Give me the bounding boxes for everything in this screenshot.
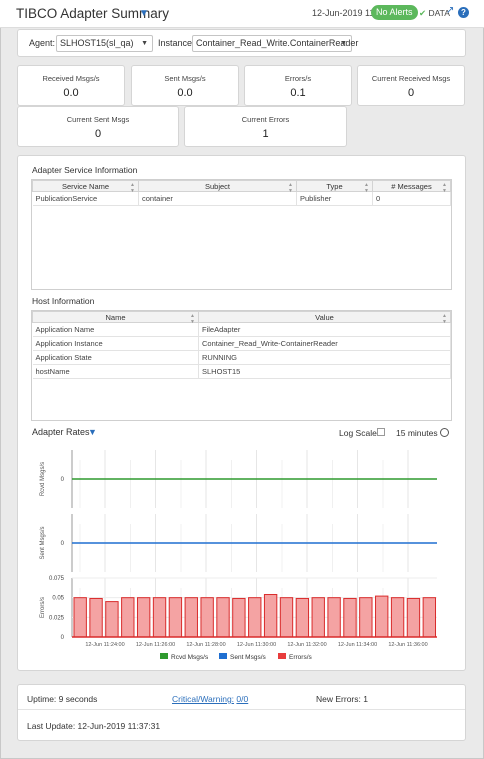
table-cell: SLHOST15 bbox=[198, 364, 451, 379]
instance-select-value: Container_Read_Write.ContainerReader bbox=[196, 38, 359, 48]
service-info-title: Adapter Service Information bbox=[32, 165, 138, 175]
sort-icon: ▲ ▼ bbox=[442, 313, 447, 325]
critical-warning[interactable]: Critical/Warning: 0/0 bbox=[172, 694, 248, 704]
kpi-current-sent[interactable]: Current Sent Msgs 0 bbox=[17, 106, 179, 147]
instance-select[interactable]: Container_Read_Write.ContainerReader ▼ bbox=[192, 35, 358, 52]
data-status: ✔ DATA bbox=[419, 8, 450, 19]
column-header[interactable]: Type ▲ ▼ bbox=[296, 180, 373, 194]
kpi-value: 0 bbox=[94, 128, 102, 140]
external-link-icon[interactable]: ↗ bbox=[446, 5, 455, 16]
dropdown-arrow-icon: ▼ bbox=[340, 40, 347, 47]
page-title: TIBCO Adapter Summary bbox=[16, 6, 170, 21]
table-cell: Application Name bbox=[32, 322, 199, 337]
time-range[interactable]: 15 minutes bbox=[396, 428, 438, 438]
column-header[interactable]: Subject ▲ ▼ bbox=[138, 180, 297, 194]
kpi-value: 0.0 bbox=[63, 87, 79, 99]
agent-select-value: SLHOST15(sl_qa) bbox=[60, 38, 134, 48]
filter-bar: Agent: SLHOST15(sl_qa) ▼ Instance: Conta… bbox=[17, 29, 466, 57]
last-update: Last Update: 12-Jun-2019 11:37:31 bbox=[27, 721, 161, 731]
footer-divider bbox=[18, 709, 465, 710]
table-cell: RUNNING bbox=[198, 350, 451, 365]
sort-icon: ▲ ▼ bbox=[364, 182, 369, 194]
column-header[interactable]: # Messages ▲ ▼ bbox=[372, 180, 451, 194]
kpi-label: Current Errors bbox=[241, 115, 290, 124]
table-row[interactable]: PublicationService container Publisher 0 bbox=[32, 191, 451, 206]
table-row[interactable]: hostName SLHOST15 bbox=[32, 364, 451, 379]
new-errors: New Errors: 1 bbox=[316, 694, 368, 704]
kpi-label: Received Msgs/s bbox=[42, 74, 100, 83]
page-header: TIBCO Adapter Summary ▼ 12-Jun-2019 11:3… bbox=[0, 0, 484, 28]
table-cell: Application State bbox=[32, 350, 199, 365]
table-cell: PublicationService bbox=[32, 191, 139, 206]
critical-warning-value[interactable]: 0/0 bbox=[236, 694, 249, 704]
header-timestamp: 12-Jun-2019 11:37 bbox=[312, 8, 387, 18]
kpi-current-received[interactable]: Current Received Msgs 0 bbox=[357, 65, 465, 106]
instance-label: Instance: bbox=[158, 38, 195, 48]
host-info-table: Name ▲ ▼ Value ▲ ▼ Application Name FileAdapt… bbox=[31, 310, 452, 421]
footer-panel: Uptime: 9 seconds Critical/Warning: 0/0 … bbox=[17, 684, 466, 741]
table-row[interactable]: Application State RUNNING bbox=[32, 350, 451, 365]
sort-icon: ▲ ▼ bbox=[442, 182, 447, 194]
kpi-sent-msgs[interactable]: Sent Msgs/s 0.0 bbox=[131, 65, 239, 106]
log-scale-label: Log Scale: bbox=[339, 428, 380, 438]
kpi-label: Sent Msgs/s bbox=[164, 74, 206, 83]
dropdown-arrow-icon: ▼ bbox=[141, 40, 148, 47]
log-scale-checkbox[interactable] bbox=[377, 428, 385, 436]
table-cell: 0 bbox=[372, 191, 451, 206]
service-info-table: Service Name ▲ ▼ Subject ▲ ▼ Type ▲ ▼ # Messag… bbox=[31, 179, 452, 290]
rates-title: Adapter Rates bbox=[32, 427, 90, 437]
table-cell: FileAdapter bbox=[198, 322, 451, 337]
uptime: Uptime: 9 seconds bbox=[27, 694, 98, 704]
table-cell: Publisher bbox=[296, 191, 373, 206]
kpi-errors[interactable]: Errors/s 0.1 bbox=[244, 65, 352, 106]
column-header[interactable]: Service Name ▲ ▼ bbox=[32, 180, 139, 194]
kpi-current-errors[interactable]: Current Errors 1 bbox=[184, 106, 347, 147]
check-icon: ✔ bbox=[419, 8, 427, 18]
kpi-value: 0.1 bbox=[290, 87, 306, 99]
kpi-label: Current Received Msgs bbox=[371, 74, 451, 83]
kpi-value: 0 bbox=[407, 87, 415, 99]
kpi-received-msgs[interactable]: Received Msgs/s 0.0 bbox=[17, 65, 125, 106]
sort-icon: ▲ ▼ bbox=[288, 182, 293, 194]
chevron-down-icon[interactable]: ▼ bbox=[88, 427, 97, 437]
data-label: DATA bbox=[428, 8, 450, 18]
table-row[interactable]: Application Instance Container_Read_Write… bbox=[32, 336, 451, 351]
kpi-label: Current Sent Msgs bbox=[66, 115, 130, 124]
table-cell: hostName bbox=[32, 364, 199, 379]
agent-label: Agent: bbox=[29, 38, 56, 48]
column-header[interactable]: Name ▲ ▼ bbox=[32, 311, 199, 325]
kpi-value: 0.0 bbox=[177, 87, 193, 99]
table-row[interactable]: Application Name FileAdapter bbox=[32, 322, 451, 337]
clock-icon[interactable] bbox=[440, 428, 449, 437]
sort-icon: ▲ ▼ bbox=[190, 313, 195, 325]
agent-select[interactable]: SLHOST15(sl_qa) ▼ bbox=[56, 35, 153, 52]
alerts-badge[interactable]: No Alerts bbox=[371, 5, 418, 20]
host-info-title: Host Information bbox=[32, 296, 95, 306]
column-header[interactable]: Value ▲ ▼ bbox=[198, 311, 451, 325]
chevron-down-icon[interactable]: ▼ bbox=[139, 8, 149, 19]
table-header-row: Service Name ▲ ▼ Subject ▲ ▼ Type ▲ ▼ # Messag… bbox=[32, 180, 451, 194]
table-cell: Application Instance bbox=[32, 336, 199, 351]
help-icon[interactable]: ? bbox=[458, 7, 469, 18]
table-cell: Container_Read_Write-ContainerReader bbox=[198, 336, 451, 351]
kpi-value: 1 bbox=[262, 128, 269, 140]
kpi-label: Errors/s bbox=[284, 74, 312, 83]
sort-icon: ▲ ▼ bbox=[130, 182, 135, 194]
table-header-row: Name ▲ ▼ Value ▲ ▼ bbox=[32, 311, 451, 325]
critical-warning-link[interactable]: Critical/Warning: bbox=[172, 694, 235, 704]
table-cell: container bbox=[138, 191, 297, 206]
